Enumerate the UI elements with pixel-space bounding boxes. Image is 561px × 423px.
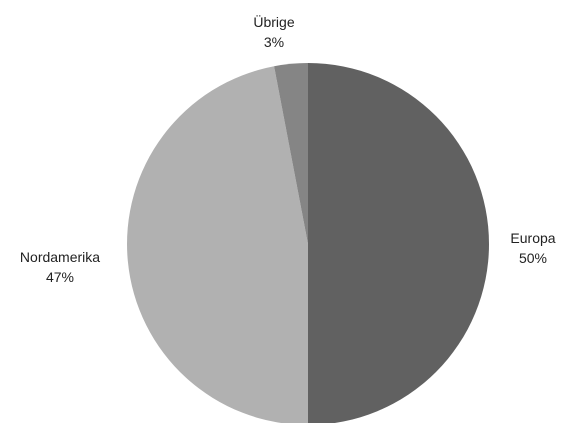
slice-value-ubrige: 3% [264, 34, 284, 50]
pie-labels: Europa 50% Nordamerika 47% Übrige 3% [20, 13, 556, 285]
slice-label-ubrige: Übrige [253, 13, 294, 30]
pie-slice-ubrige [274, 63, 308, 244]
slice-label-nordamerika: Nordamerika [20, 249, 100, 265]
pie-slices [127, 63, 489, 423]
pie-slice-europa [308, 63, 489, 423]
slice-value-europa: 50% [519, 250, 547, 266]
slice-label-europa: Europa [510, 230, 555, 246]
slice-value-nordamerika: 47% [46, 269, 74, 285]
pie-slice-nordamerika [127, 66, 308, 423]
